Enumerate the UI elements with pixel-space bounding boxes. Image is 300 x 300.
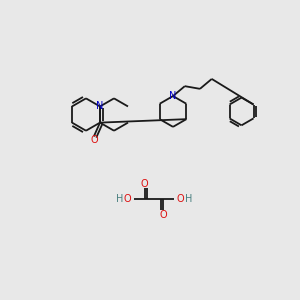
Text: H: H xyxy=(184,194,192,204)
Text: O: O xyxy=(123,194,131,204)
Text: N: N xyxy=(96,101,104,112)
Text: H: H xyxy=(116,194,123,204)
Text: O: O xyxy=(141,179,148,189)
Text: O: O xyxy=(90,135,98,145)
Text: N: N xyxy=(169,91,177,101)
Text: O: O xyxy=(159,210,167,220)
Text: O: O xyxy=(177,194,184,204)
